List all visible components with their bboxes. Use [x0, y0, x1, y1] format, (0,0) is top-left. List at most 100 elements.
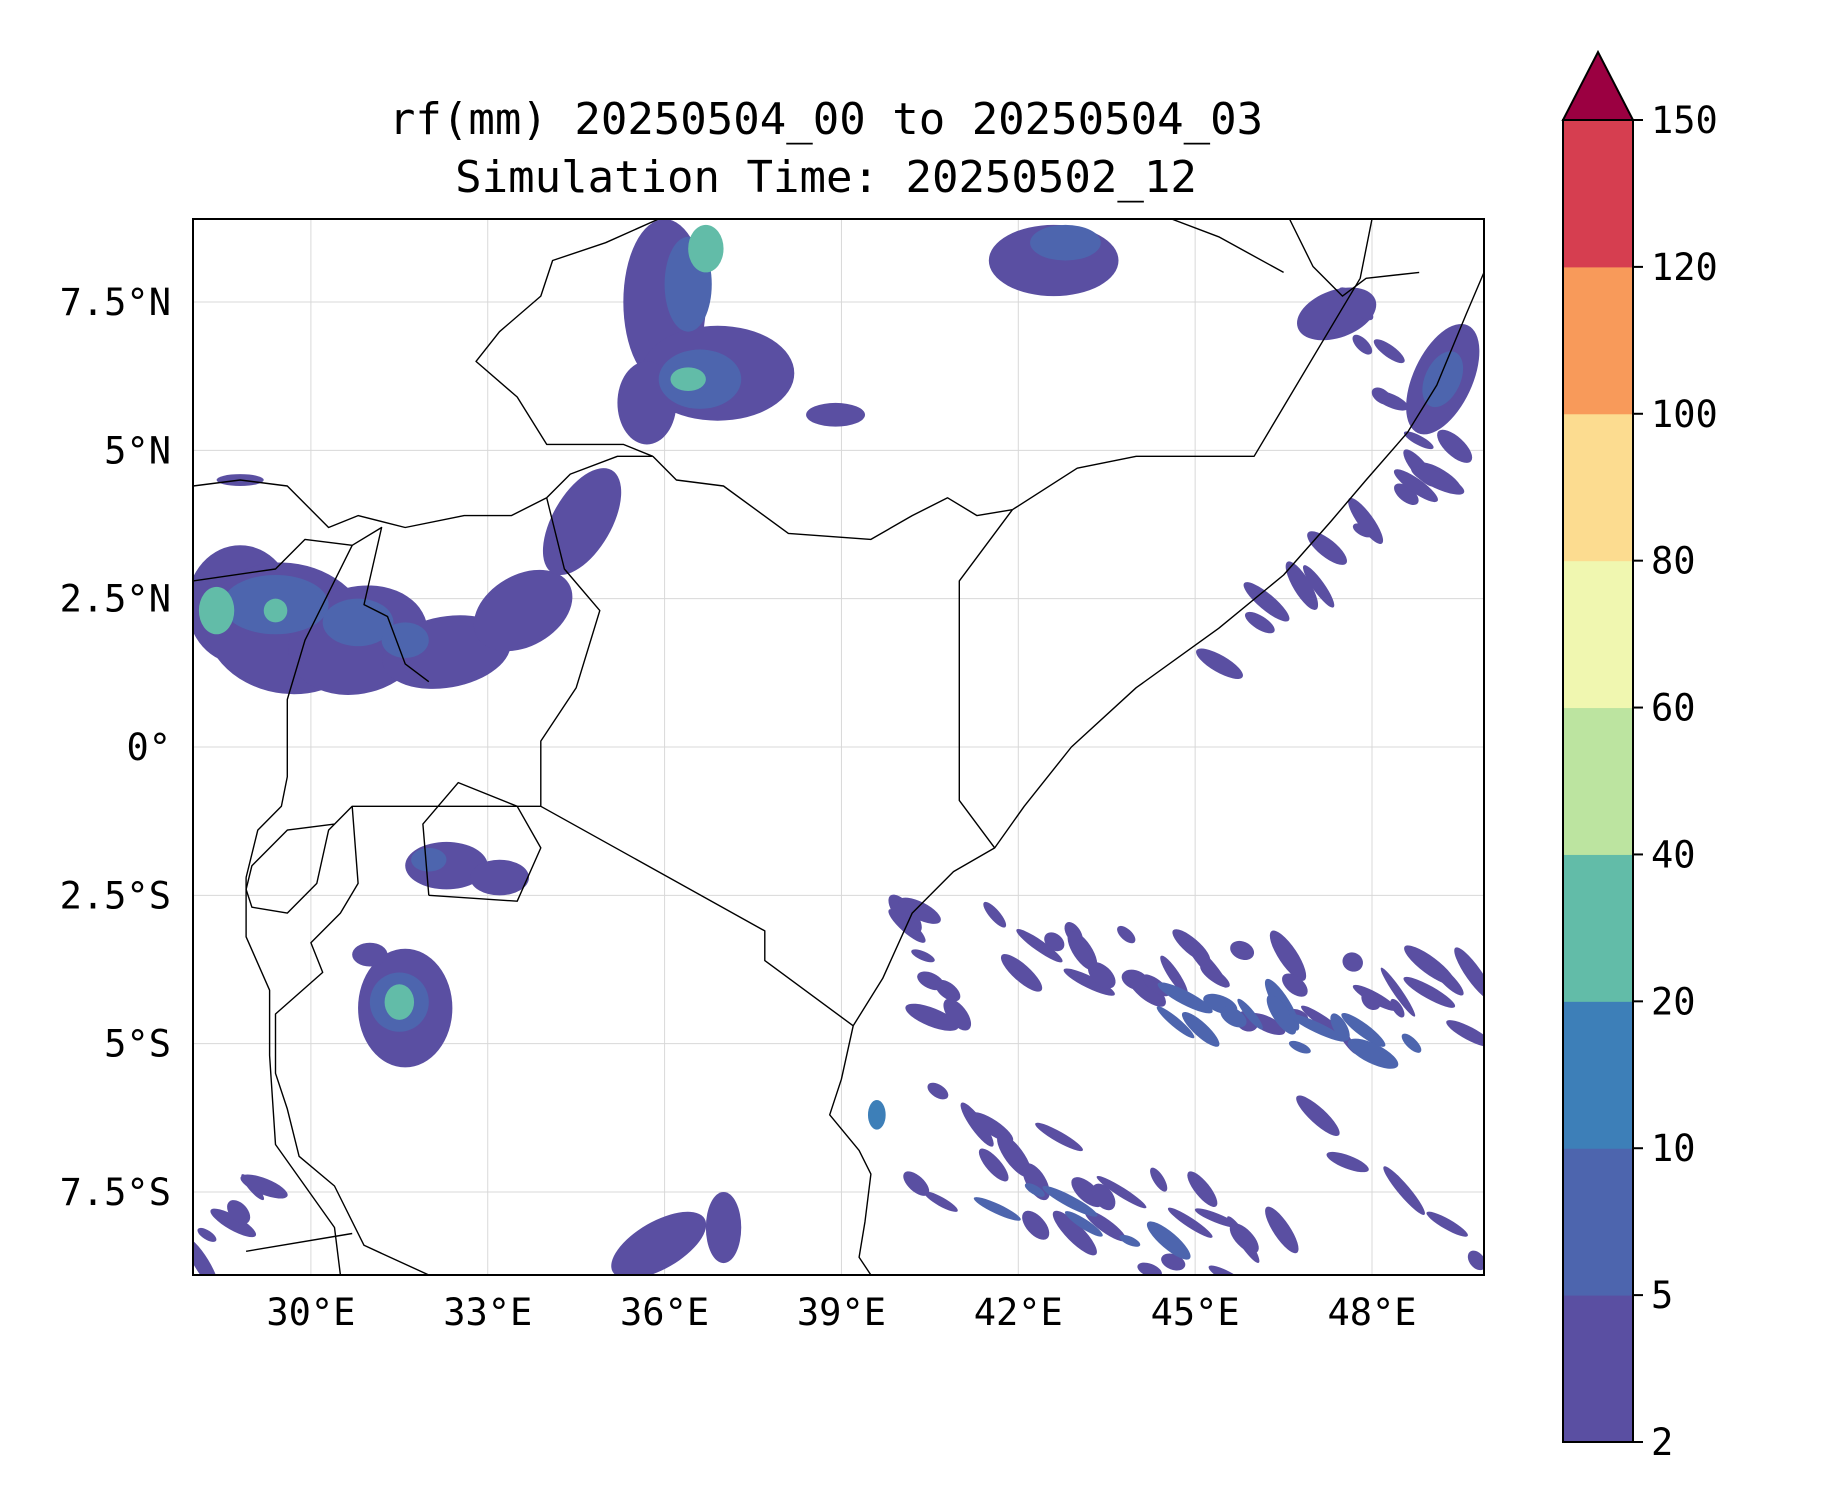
- rain-streak: [1200, 964, 1230, 988]
- rain-streak: [1352, 334, 1373, 355]
- rain-streak: [1244, 611, 1275, 634]
- rain-streak: [1016, 929, 1063, 963]
- colorbar-segment: [1563, 854, 1633, 1002]
- colorbar-tick-label: 100: [1651, 393, 1718, 436]
- rain-cell: [1030, 224, 1101, 261]
- rain-streak: [960, 1102, 994, 1147]
- map-area: 30°E 33°E 36°E 39°E 42°E 45°E 48°E 7.5°N 5°N 2.5…: [60, 218, 1485, 1334]
- colorbar-outline: [1562, 119, 1634, 1443]
- rain-streak: [983, 901, 1007, 928]
- country-border: [546, 455, 653, 499]
- lat-tick-label: 2.5°N: [60, 578, 171, 621]
- rain-streak: [1237, 998, 1263, 1030]
- rain-streak: [1096, 1175, 1147, 1209]
- rain-streak: [1383, 1166, 1425, 1215]
- rain-streak: [1265, 1206, 1299, 1254]
- colorbar-tick-label: 10: [1651, 1127, 1696, 1170]
- country-border: [540, 805, 854, 1027]
- rain-streak: [943, 998, 972, 1031]
- colorbar-tick-label: 40: [1651, 833, 1696, 876]
- rain-streak: [1063, 968, 1115, 996]
- rain-streak: [1341, 1012, 1386, 1047]
- rain-streak: [1187, 1171, 1218, 1207]
- rain-streak: [1342, 952, 1363, 972]
- lon-tick-label: 33°E: [443, 1291, 532, 1334]
- colorbar-segment: [1563, 266, 1633, 415]
- rain-streak: [1150, 1167, 1168, 1192]
- rain-streak: [1289, 1013, 1346, 1042]
- rain-streak: [1326, 1151, 1369, 1173]
- rain-streak: [973, 1197, 1021, 1221]
- rain-streak: [1243, 582, 1290, 622]
- rain-streak: [1024, 1183, 1045, 1197]
- rain-streak: [1282, 973, 1308, 997]
- rain-streak: [1157, 982, 1213, 1014]
- rain-streak: [1167, 1207, 1213, 1238]
- rain-streak: [1390, 998, 1405, 1018]
- latitude-tick-labels: 7.5°N 5°N 2.5°N 0° 2.5°S 5°S 7.5°S: [60, 281, 171, 1214]
- rain-streak: [1126, 971, 1166, 1007]
- lat-tick-label: 7.5°N: [60, 281, 171, 324]
- colorbar: 2 5 10 20 40 60 80 100 120 150: [1561, 49, 1718, 1464]
- rain-streak: [1208, 1265, 1249, 1275]
- rain-cell: [688, 224, 724, 273]
- rain-streak: [1269, 930, 1307, 981]
- rain-streak: [227, 1200, 251, 1225]
- rain-streak: [1181, 1011, 1220, 1047]
- map-frame: [192, 218, 1485, 1276]
- colorbar-segment: [1563, 1295, 1633, 1443]
- rain-streak: [1401, 1033, 1422, 1053]
- lat-tick-label: 2.5°S: [60, 874, 171, 917]
- rain-streak: [927, 1082, 949, 1100]
- lon-tick-label: 45°E: [1151, 1291, 1240, 1334]
- rain-streak: [1035, 1122, 1083, 1152]
- rain-streak: [924, 1191, 958, 1212]
- colorbar-tick-label: 20: [1651, 980, 1696, 1023]
- lat-tick-label: 5°S: [104, 1023, 171, 1066]
- rain-streak: [240, 1174, 288, 1199]
- rain-streak: [1266, 994, 1297, 1035]
- rain-streak: [898, 897, 941, 924]
- rain-cell: [542, 468, 622, 576]
- rain-streak: [1084, 1210, 1127, 1242]
- rain-streak: [1394, 483, 1419, 505]
- rain-cell: [352, 942, 388, 967]
- rain-streak: [1330, 1013, 1350, 1041]
- country-border: [958, 509, 1013, 849]
- country-border: [540, 497, 601, 807]
- rain-cell: [867, 1099, 886, 1130]
- colorbar-tick-label: 80: [1651, 540, 1696, 583]
- rain-streak: [1373, 339, 1405, 364]
- rain-streak: [1160, 955, 1188, 996]
- rain-streak: [1403, 976, 1456, 1008]
- rain-streak: [903, 1171, 930, 1196]
- rain-streak: [1302, 565, 1335, 608]
- rain-streak: [1380, 967, 1416, 1017]
- rain-streak: [1361, 989, 1382, 1011]
- rain-streak: [1091, 1183, 1116, 1211]
- rain-cell: [381, 622, 429, 659]
- lat-tick-label: 7.5°S: [60, 1171, 171, 1214]
- rain-streak: [1229, 1223, 1259, 1254]
- colorbar-tick-label: 60: [1651, 687, 1696, 730]
- rain-streak: [1373, 390, 1409, 411]
- colorbar-tick-label: 5: [1651, 1274, 1673, 1317]
- rain-streak: [1146, 1221, 1191, 1260]
- rain-streak: [1042, 1185, 1098, 1217]
- rain-streak: [1156, 1006, 1195, 1039]
- rain-streak: [1285, 561, 1319, 610]
- rain-cell: [473, 569, 573, 652]
- rain-cell: [705, 1191, 742, 1264]
- rain-streak: [1000, 954, 1043, 992]
- map-subtitle: Simulation Time: 20250502_12: [455, 152, 1197, 203]
- coastline: [1171, 219, 1284, 274]
- lon-tick-label: 36°E: [620, 1291, 709, 1334]
- rain-cell: [670, 367, 706, 392]
- rain-streak: [1022, 1210, 1050, 1240]
- lat-tick-label: 5°N: [104, 429, 171, 472]
- lon-tick-label: 42°E: [974, 1291, 1063, 1334]
- rain-streak: [1022, 1163, 1050, 1201]
- rain-streak: [1288, 1040, 1311, 1054]
- rain-streak: [978, 1148, 1009, 1182]
- rain-streak: [1403, 431, 1434, 450]
